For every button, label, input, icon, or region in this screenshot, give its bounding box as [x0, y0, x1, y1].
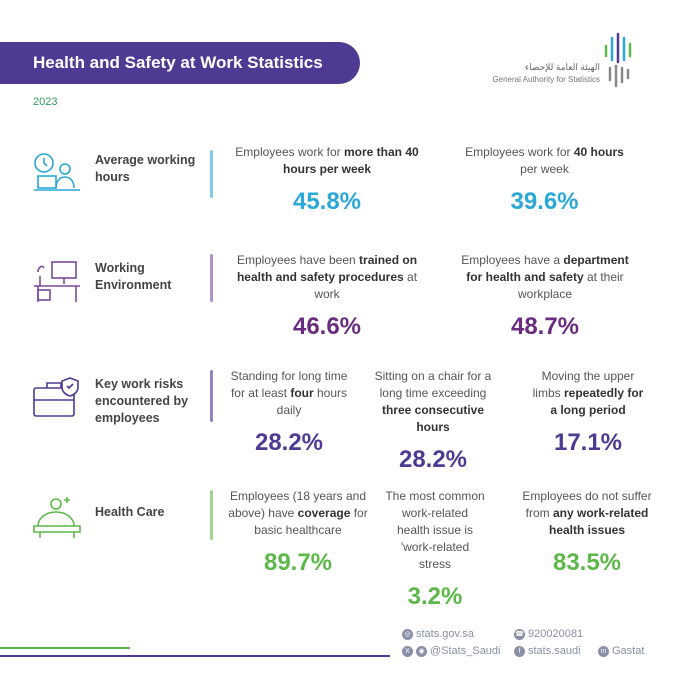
divider: [210, 370, 213, 422]
stat-card: Employees have been trained on health an…: [232, 252, 422, 341]
stat-value: 3.2%: [407, 583, 463, 610]
stat-card: Employees do not suffer from any work-re…: [518, 488, 656, 577]
social-link-x-instagram[interactable]: X ◉ @Stats_Saudi: [402, 645, 501, 657]
title-banner: Health and Safety at Work Statistics: [0, 42, 360, 84]
divider: [210, 254, 213, 302]
section-label: Working Environment: [95, 261, 172, 292]
logo-english: General Authority for Statistics: [492, 75, 600, 84]
section-label: Key work risks encountered by employees: [95, 377, 189, 425]
divider: [210, 490, 213, 540]
stat-card: Sitting on a chair for a long time excee…: [368, 368, 498, 474]
linkedin-icon: in: [598, 645, 609, 657]
stat-card: Employees work for 40 hours per week 39.…: [462, 144, 627, 216]
stat-card: The most common work-related health issu…: [385, 489, 485, 610]
footer-line-green: [0, 647, 130, 649]
linkedin-link[interactable]: in Gastat: [598, 645, 644, 657]
gastat-logo: الهيئة العامة للإحصاء General Authority …: [490, 32, 650, 92]
stat-card: Moving the upper limbs repeatedly for a …: [528, 368, 648, 457]
footer-line-purple: [0, 655, 390, 657]
section-label: Health Care: [95, 505, 165, 519]
x-icon: X: [402, 645, 413, 657]
website-link[interactable]: ◎ stats.gov.sa: [402, 628, 474, 640]
stat-value: 28.2%: [398, 446, 468, 473]
phone-icon: ☎: [514, 628, 525, 640]
clock-worker-icon: [34, 153, 80, 191]
globe-icon: ◎: [402, 628, 413, 640]
logo-arabic: الهيئة العامة للإحصاء: [524, 62, 600, 72]
stat-value: 83.5%: [552, 549, 622, 576]
divider: [210, 150, 213, 198]
stat-card: Standing for long time for at least four…: [228, 368, 350, 457]
stat-value: 39.6%: [510, 188, 579, 215]
stat-value: 89.7%: [263, 549, 333, 576]
stat-value: 17.1%: [553, 429, 623, 456]
logo-mark-icon: [604, 32, 632, 88]
stat-value: 45.8%: [292, 188, 362, 215]
healthcare-bed-icon: [33, 497, 81, 538]
office-desk-icon: [34, 261, 80, 302]
year: 2023: [33, 96, 58, 108]
instagram-icon: ◉: [416, 645, 427, 657]
stat-card: Employees (18 years and above) have cove…: [228, 489, 368, 576]
stat-value: 46.6%: [292, 313, 362, 340]
phone-link[interactable]: ☎ 920020081: [514, 628, 584, 640]
stat-value: 28.2%: [254, 429, 324, 456]
facebook-link[interactable]: f stats.saudi: [514, 645, 581, 657]
section-label: Average working hours: [95, 153, 196, 184]
stat-card: Employees work for more than 40 hours pe…: [232, 144, 422, 216]
briefcase-shield-icon: [33, 377, 79, 417]
stat-value: 48.7%: [510, 313, 580, 340]
stat-card: Employees have a department for health a…: [455, 252, 635, 341]
page-title: Health and Safety at Work Statistics: [33, 53, 323, 72]
facebook-icon: f: [514, 645, 525, 657]
